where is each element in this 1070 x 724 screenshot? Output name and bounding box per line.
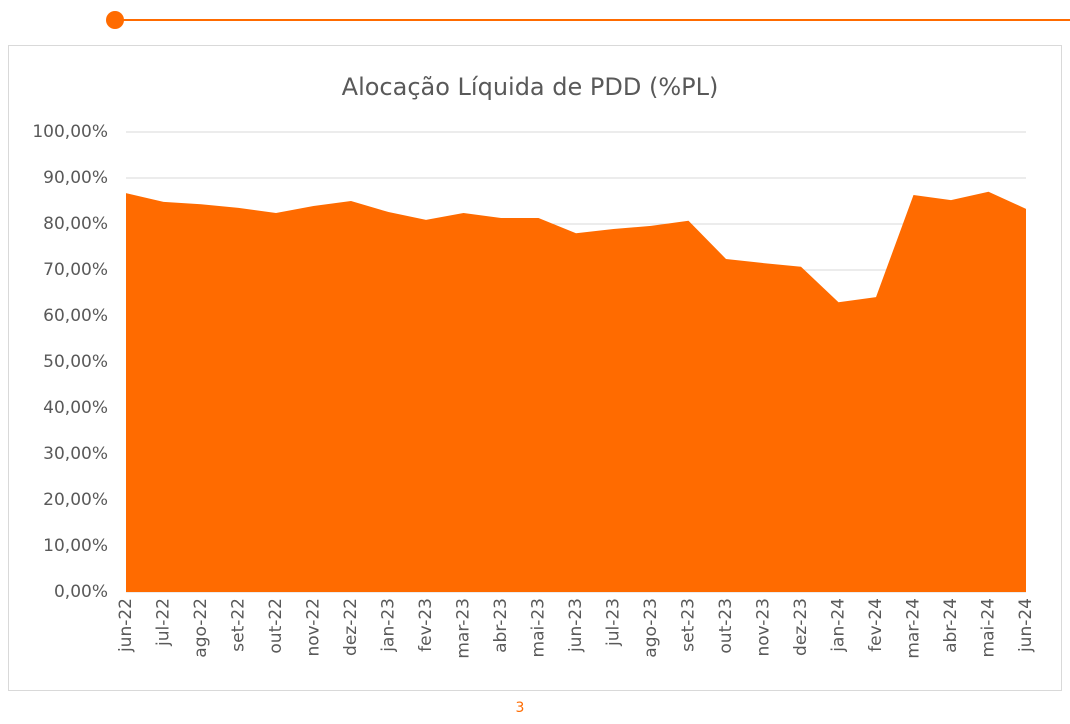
x-tick-label: abr-24 xyxy=(941,598,961,653)
y-tick-label: 70,00% xyxy=(43,260,108,280)
x-tick-label: fev-23 xyxy=(416,598,436,652)
y-tick-label: 20,00% xyxy=(43,490,108,510)
x-tick-label: jan-24 xyxy=(829,598,849,653)
x-tick-label: mar-24 xyxy=(904,598,924,659)
area xyxy=(126,191,1026,593)
y-tick-label: 90,00% xyxy=(43,168,108,188)
y-tick-label: 50,00% xyxy=(43,352,108,372)
y-tick-label: 30,00% xyxy=(43,444,108,464)
y-tick-label: 0,00% xyxy=(54,582,108,602)
chart-title: Alocação Líquida de PDD (%PL) xyxy=(342,73,719,101)
x-tick-label: out-23 xyxy=(716,598,736,654)
x-tick-label: jan-23 xyxy=(379,598,399,653)
x-tick-label: nov-23 xyxy=(754,598,774,657)
page-number: 3 xyxy=(516,700,525,716)
y-tick-label: 10,00% xyxy=(43,536,108,556)
x-tick-label: jun-24 xyxy=(1016,598,1036,653)
x-tick-label: jun-23 xyxy=(566,598,586,653)
x-tick-label: abr-23 xyxy=(491,598,511,653)
header-dot xyxy=(106,11,124,29)
x-tick-label: mar-23 xyxy=(454,598,474,659)
x-tick-label: jul-23 xyxy=(604,598,624,647)
x-tick-label: set-23 xyxy=(679,598,699,652)
y-tick-label: 80,00% xyxy=(43,214,108,234)
x-tick-label: out-22 xyxy=(266,598,286,654)
x-tick-label: dez-23 xyxy=(791,598,811,656)
y-tick-label: 100,00% xyxy=(32,122,108,142)
x-tick-label: set-22 xyxy=(229,598,249,652)
x-tick-label: fev-24 xyxy=(866,598,886,652)
y-tick-label: 60,00% xyxy=(43,306,108,326)
y-tick-label: 40,00% xyxy=(43,398,108,418)
x-tick-label: mai-24 xyxy=(979,598,999,657)
x-tick-label: nov-22 xyxy=(304,598,324,657)
x-tick-label: jun-22 xyxy=(116,598,136,653)
x-tick-label: ago-23 xyxy=(641,598,661,658)
x-tick-label: jul-22 xyxy=(154,598,174,647)
x-tick-label: dez-22 xyxy=(341,598,361,656)
x-tick-label: mai-23 xyxy=(529,598,549,657)
x-tick-label: ago-22 xyxy=(191,598,211,658)
